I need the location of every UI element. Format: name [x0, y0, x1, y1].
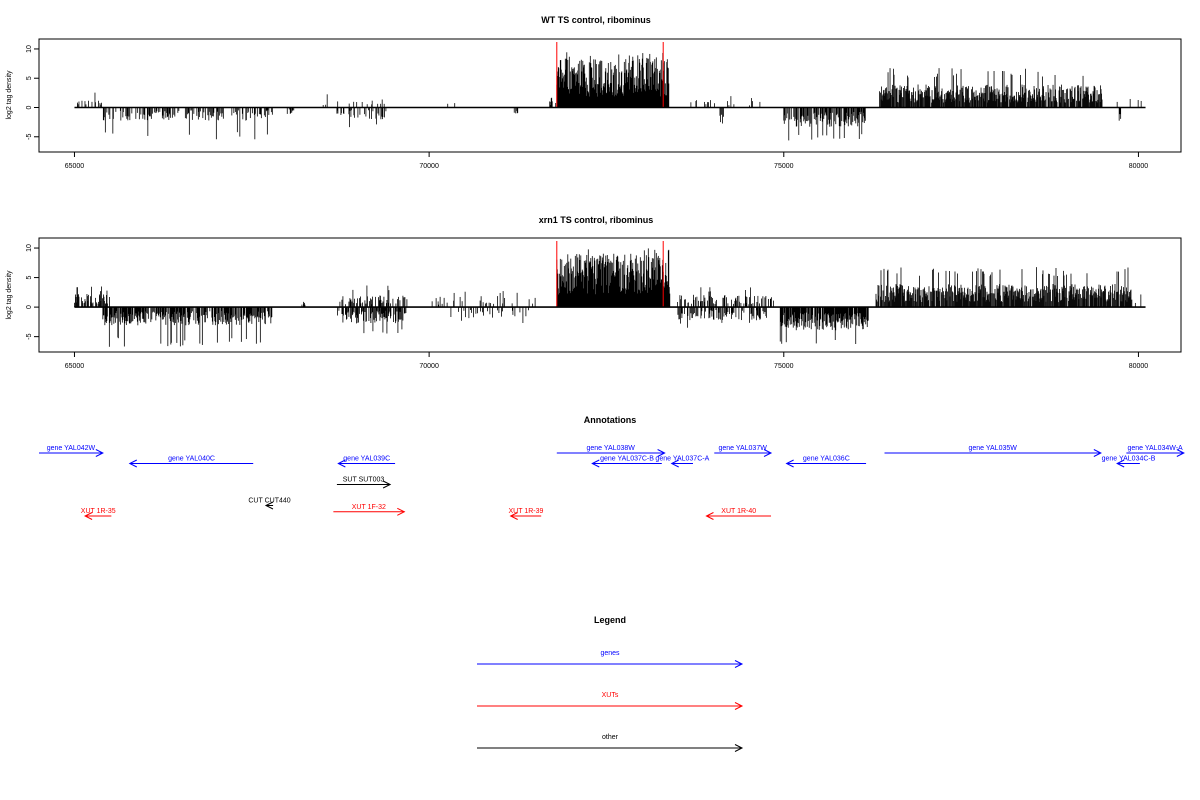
annotation-feature: gene YAL037C-A — [655, 456, 710, 468]
wt-track-panel: WT TS control, ribominus log2 tag densit… — [6, 15, 1182, 170]
wt-ytick-label: 5 — [26, 76, 33, 80]
wt-track-ylabel: log2 tag density — [6, 70, 13, 120]
annotation-arrow-head — [670, 459, 679, 468]
annotation-features: gene YAL042W gene YAL040C gene YAL039C SUT … — [39, 445, 1185, 520]
wt-track-title: WT TS control, ribominus — [541, 15, 651, 25]
legend-item: genes — [477, 650, 744, 668]
annotation-feature: XUT 1F-32 — [333, 504, 406, 516]
wt-ytick-label: 0 — [26, 105, 33, 109]
annotation-arrow-head — [1176, 449, 1185, 457]
legend-item-label: other — [602, 734, 619, 741]
wt-xtick-label: 65000 — [65, 163, 85, 170]
wt-ytick-label: 10 — [26, 45, 33, 53]
xrn1-ytick-label: -5 — [26, 333, 33, 339]
legend-item-arrow — [734, 660, 744, 668]
annotation-feature: gene YAL040C — [128, 456, 254, 468]
annotation-feature: gene YAL034W-A — [1126, 445, 1185, 457]
annotation-feature: gene YAL035W — [884, 445, 1102, 457]
annotation-feature: XUT 1R-40 — [705, 508, 772, 520]
annotation-feature: XUT 1R-35 — [81, 508, 116, 520]
annotation-label: gene YAL038W — [587, 445, 636, 452]
annotation-label: gene YAL040C — [168, 456, 215, 463]
annotation-feature: CUT CUT440 — [248, 498, 291, 510]
annotations-title: Annotations — [584, 415, 637, 425]
wt-xtick-label: 70000 — [419, 163, 439, 170]
xrn1-plot-frame — [38, 237, 1182, 353]
legend-item-arrow — [734, 702, 744, 710]
annotation-label: SUT SUT003 — [343, 477, 385, 484]
wt-red-markers — [556, 42, 664, 108]
xrn1-xtick-label: 70000 — [419, 363, 439, 370]
legend-item: XUTs — [477, 692, 744, 710]
legend-title: Legend — [594, 615, 626, 625]
annotation-label: XUT 1R-40 — [721, 508, 756, 515]
annotation-label: gene YAL037C-A — [655, 456, 709, 463]
xrn1-track-ylabel: log2 tag density — [6, 270, 13, 320]
annotation-arrow-head — [657, 449, 666, 457]
xrn1-track-panel: xrn1 TS control, ribominus log2 tag dens… — [6, 215, 1182, 370]
annotation-arrow-head — [128, 459, 138, 468]
annotation-arrow-head — [509, 512, 518, 520]
annotation-arrow-head — [591, 459, 600, 468]
annotation-feature: gene YAL039C — [337, 456, 396, 468]
annotation-label: gene YAL034W-A — [1127, 445, 1183, 452]
annotation-feature: gene YAL037C-B — [591, 456, 662, 468]
annotation-label: gene YAL042W — [47, 445, 96, 452]
wt-ytick-label: -5 — [26, 134, 33, 140]
xrn1-xtick-label: 75000 — [774, 363, 794, 370]
xrn1-ytick-label: 10 — [26, 244, 33, 252]
annotation-arrow-head — [95, 449, 104, 457]
wt-xtick-label: 80000 — [1129, 163, 1149, 170]
annotation-feature: gene YAL038W — [556, 445, 666, 457]
xrn1-bars — [74, 248, 1142, 347]
annotation-arrow-head — [705, 512, 714, 520]
xrn1-ytick-label: 5 — [26, 276, 33, 280]
xrn1-red-markers — [556, 241, 664, 308]
legend-item-label: genes — [600, 650, 620, 657]
legend-item: other — [477, 734, 744, 752]
xrn1-track-title: xrn1 TS control, ribominus — [539, 215, 654, 225]
xrn1-y-axis: 10 5 0 -5 — [26, 244, 39, 340]
annotation-feature: SUT SUT003 — [336, 477, 392, 489]
annotation-label: gene YAL035W — [968, 445, 1017, 452]
legend-panel: Legend genes XUTs other — [477, 615, 744, 752]
legend-item-label: XUTs — [602, 692, 619, 699]
wt-plot-frame — [38, 38, 1182, 153]
xrn1-x-axis: 65000 70000 75000 80000 — [65, 352, 1149, 370]
annotation-label: CUT CUT440 — [248, 498, 290, 505]
wt-xtick-label: 75000 — [774, 163, 794, 170]
annotation-feature: XUT 1R-39 — [509, 508, 544, 520]
annotation-feature: gene YAL036C — [785, 456, 867, 468]
annotation-arrow-head — [83, 512, 93, 520]
annotation-arrow-head — [1116, 459, 1125, 468]
annotation-label: gene YAL036C — [803, 456, 850, 463]
wt-x-axis: 65000 70000 75000 80000 — [65, 152, 1149, 170]
xrn1-ytick-label: 0 — [26, 305, 33, 309]
legend-items: genes XUTs other — [477, 650, 744, 752]
annotation-arrow-head — [763, 449, 773, 457]
annotation-feature: gene YAL042W — [39, 445, 104, 457]
annotation-label: XUT 1F-32 — [352, 504, 386, 511]
annotation-label: XUT 1R-35 — [81, 508, 116, 515]
xrn1-xtick-label: 65000 — [65, 363, 85, 370]
wt-y-axis: 10 5 0 -5 — [26, 45, 39, 140]
annotation-feature: gene YAL037W — [714, 445, 773, 457]
legend-item-arrow — [734, 744, 744, 752]
annotation-label: gene YAL037W — [718, 445, 767, 452]
annotation-label: XUT 1R-39 — [509, 508, 544, 515]
annotation-arrow-head — [337, 459, 346, 468]
annotation-arrow-head — [785, 459, 794, 468]
annotation-arrow-head — [1093, 449, 1102, 457]
annotation-arrow-head — [382, 480, 392, 489]
annotation-arrow-head — [397, 507, 406, 516]
annotation-label: gene YAL037C-B — [600, 456, 654, 463]
annotation-feature: gene YAL034C-B — [1102, 456, 1156, 468]
annotation-label: gene YAL034C-B — [1102, 456, 1156, 463]
annotation-label: gene YAL039C — [343, 456, 390, 463]
annotation-arrow-head — [264, 501, 274, 510]
xrn1-xtick-label: 80000 — [1129, 363, 1149, 370]
